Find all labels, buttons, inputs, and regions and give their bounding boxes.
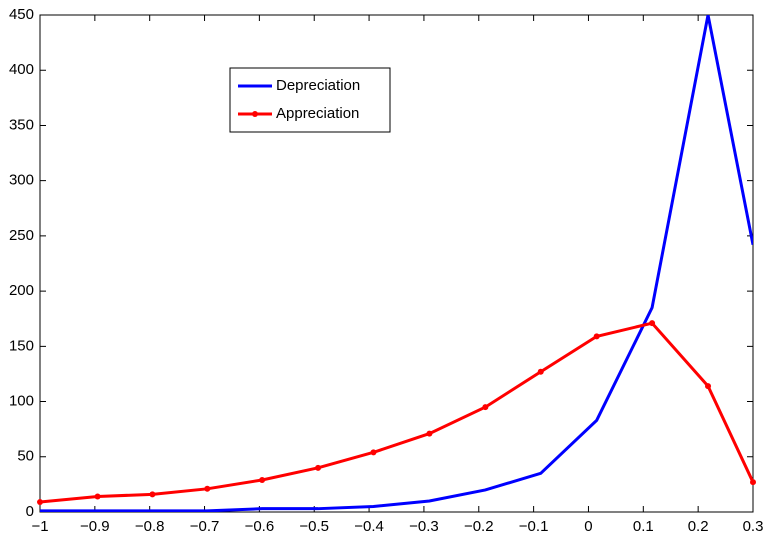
plot-area <box>39 14 754 513</box>
y-tick-label: 450 <box>9 6 34 23</box>
x-tick-label: −0.2 <box>464 518 494 535</box>
x-tick-label: 0.3 <box>743 518 764 535</box>
x-tick-label: −0.4 <box>354 518 384 535</box>
y-tick-label: 50 <box>17 448 34 465</box>
point <box>750 479 756 486</box>
x-tick-label: −1 <box>31 518 48 535</box>
x-tick-label: −0.7 <box>190 518 220 535</box>
y-tick-label: 200 <box>9 282 34 299</box>
y-tick-label: 300 <box>9 172 34 189</box>
x-tick-label: −0.3 <box>409 518 439 535</box>
point <box>705 383 712 390</box>
point <box>315 464 322 471</box>
x-tick-label: 0.2 <box>688 518 709 535</box>
point <box>426 430 433 437</box>
y-tick-label: 0 <box>26 503 34 520</box>
x-tick-label: −0.6 <box>245 518 275 535</box>
legend-label: Appreciation <box>276 105 359 122</box>
x-tick-label: −0.5 <box>299 518 329 535</box>
x-tick-label: 0 <box>584 518 592 535</box>
legend-label: Depreciation <box>276 77 360 94</box>
x-tick-label: −0.9 <box>80 518 110 535</box>
point <box>649 320 656 327</box>
point <box>94 493 101 500</box>
legend-box <box>229 67 391 133</box>
point <box>482 404 489 411</box>
x-tick-label: −0.8 <box>135 518 165 535</box>
series-line <box>40 321 753 504</box>
point <box>259 476 266 483</box>
y-tick-label: 250 <box>9 227 34 244</box>
y-tick-label: 400 <box>9 61 34 78</box>
y-tick-label: 100 <box>9 393 34 410</box>
point <box>204 485 211 492</box>
point <box>593 333 600 340</box>
point <box>370 449 377 456</box>
y-tick-label: 150 <box>9 337 34 354</box>
point <box>149 491 156 498</box>
y-tick-label: 350 <box>9 116 34 133</box>
x-tick-label: 0.1 <box>633 518 654 535</box>
legend-marker <box>252 111 258 117</box>
point <box>37 499 43 506</box>
point <box>537 368 544 375</box>
x-tick-label: −0.1 <box>519 518 549 535</box>
